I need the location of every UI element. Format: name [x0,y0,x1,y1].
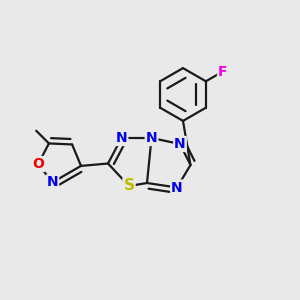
Text: N: N [146,131,157,145]
Text: N: N [46,176,58,189]
Text: N: N [171,181,183,194]
Text: O: O [32,157,44,171]
Text: N: N [174,137,186,151]
Text: N: N [116,131,127,145]
Text: S: S [124,178,134,194]
Text: F: F [218,64,227,79]
